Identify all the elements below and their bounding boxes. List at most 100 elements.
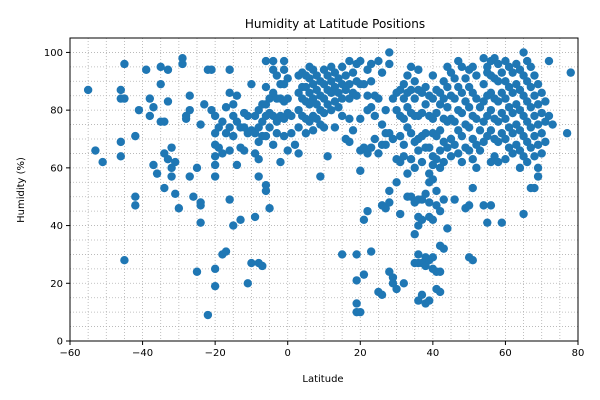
- data-point: [439, 195, 448, 204]
- data-point: [515, 163, 525, 173]
- data-point: [200, 100, 209, 109]
- data-point: [239, 146, 249, 155]
- data-point: [145, 94, 155, 103]
- data-point: [221, 103, 231, 112]
- data-point: [472, 163, 481, 173]
- data-point: [98, 157, 107, 167]
- data-point: [483, 218, 492, 227]
- data-point: [454, 149, 463, 158]
- data-point: [374, 94, 383, 103]
- data-point: [236, 215, 245, 224]
- data-point: [417, 157, 427, 167]
- data-point: [468, 62, 477, 72]
- data-point: [544, 56, 554, 66]
- data-point: [396, 131, 405, 141]
- data-point: [544, 111, 554, 121]
- data-point: [468, 183, 477, 193]
- data-point: [196, 120, 205, 129]
- data-point: [439, 94, 448, 103]
- data-point: [421, 189, 430, 199]
- data-point: [229, 100, 238, 109]
- data-point: [178, 59, 187, 69]
- data-point: [225, 65, 234, 74]
- data-point: [149, 103, 158, 112]
- data-point: [185, 105, 194, 115]
- data-point: [316, 172, 325, 181]
- data-point: [468, 256, 477, 265]
- data-point: [167, 172, 176, 181]
- data-point: [493, 137, 503, 147]
- data-point: [232, 91, 242, 100]
- data-point: [464, 103, 474, 112]
- data-point: [417, 108, 427, 118]
- data-point: [519, 209, 528, 219]
- data-point: [443, 143, 452, 152]
- data-point: [356, 114, 365, 124]
- data-point: [120, 94, 129, 103]
- data-point: [410, 77, 419, 86]
- data-point: [468, 155, 477, 164]
- data-point: [417, 215, 427, 224]
- data-point: [548, 120, 557, 129]
- data-point: [443, 224, 452, 233]
- data-point: [501, 94, 510, 103]
- data-point: [410, 94, 419, 103]
- data-points: [83, 48, 575, 320]
- data-point: [366, 247, 376, 256]
- data-point: [225, 195, 234, 204]
- data-point: [537, 149, 546, 158]
- data-point: [428, 253, 438, 262]
- data-point: [345, 56, 354, 66]
- data-point: [160, 183, 169, 193]
- data-point: [519, 48, 528, 57]
- data-point: [210, 264, 220, 274]
- data-point: [432, 186, 441, 196]
- data-point: [533, 172, 543, 181]
- data-point: [269, 56, 278, 66]
- data-point: [479, 54, 488, 63]
- data-point: [247, 79, 256, 89]
- data-point: [406, 155, 416, 164]
- x-axis: −60 −40 −20 0 20 40 60 80: [59, 341, 584, 359]
- data-point: [330, 123, 340, 132]
- data-point: [475, 126, 485, 135]
- data-point: [366, 143, 376, 152]
- data-point: [91, 146, 100, 155]
- data-point: [493, 97, 503, 106]
- data-point: [225, 88, 234, 98]
- y-axis: 0 20 40 60 80 100: [44, 48, 70, 348]
- data-point: [533, 120, 543, 129]
- data-point: [345, 137, 354, 147]
- data-point: [356, 307, 365, 317]
- data-point: [283, 94, 292, 103]
- data-point: [385, 198, 394, 207]
- data-point: [131, 192, 140, 201]
- data-point: [377, 290, 387, 300]
- data-point: [526, 103, 536, 112]
- data-point: [497, 218, 506, 227]
- data-point: [210, 111, 220, 121]
- data-point: [530, 111, 539, 121]
- data-point: [435, 267, 445, 276]
- data-point: [345, 79, 354, 89]
- data-point: [457, 157, 467, 167]
- data-point: [432, 155, 441, 164]
- data-point: [526, 82, 536, 92]
- data-point: [479, 201, 488, 210]
- data-point: [501, 134, 510, 144]
- data-point: [356, 166, 365, 175]
- data-point: [352, 250, 361, 259]
- data-point: [381, 105, 390, 115]
- x-tick-label: 40: [426, 348, 439, 359]
- data-point: [366, 77, 376, 86]
- data-point: [283, 74, 292, 83]
- data-point: [450, 94, 459, 103]
- data-point: [294, 149, 303, 158]
- data-point: [174, 204, 184, 213]
- data-point: [134, 105, 144, 115]
- data-point: [501, 155, 510, 164]
- data-point: [533, 163, 543, 173]
- data-point: [131, 201, 140, 210]
- data-point: [399, 279, 409, 288]
- data-point: [562, 129, 572, 138]
